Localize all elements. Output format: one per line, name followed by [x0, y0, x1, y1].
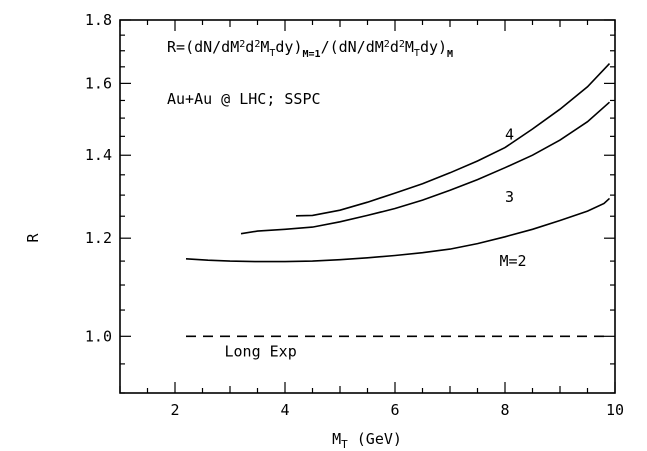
y-tick-label: 1.6: [85, 74, 112, 92]
x-tick-label: 10: [606, 401, 624, 419]
curve-label: 3: [505, 188, 514, 206]
x-axis-label-unit: (GeV): [348, 430, 402, 448]
x-tick-label: 2: [170, 401, 179, 419]
series-line: [240, 101, 611, 235]
x-tick-label: 4: [280, 401, 289, 419]
x-axis-label-sub: T: [341, 438, 348, 451]
plot-frame: [119, 19, 616, 394]
curve-labels: 4 3 M=2: [500, 126, 527, 271]
ratio-formula: R=(dN/dM2d2MTdy)M=1/(dN/dM2d2MTdy)M: [167, 38, 453, 60]
x-tick-label: 6: [390, 401, 399, 419]
x-axis-label: MT (GeV): [332, 430, 402, 451]
y-tick-label: 1.2: [85, 229, 112, 247]
y-tick-label: 1.4: [85, 146, 112, 164]
x-tick-label: 8: [500, 401, 509, 419]
x-axis-label-main: M: [332, 430, 341, 448]
long-exp-label: Long Exp: [225, 342, 297, 360]
y-tick-label: 1.0: [85, 327, 112, 345]
annotation-collision-system: Au+Au @ LHC; SSPC: [167, 90, 321, 108]
series-group: [185, 63, 611, 263]
tick-labels: 2 4 6 8 10 1.0 1.2 1.4 1.6 1.8: [85, 11, 624, 419]
y-tick-label: 1.8: [85, 11, 112, 29]
curve-label: 4: [505, 126, 514, 144]
series-line: [295, 63, 611, 217]
series-line: [185, 197, 611, 263]
y-axis-label: R: [24, 233, 42, 243]
curve-label: M=2: [500, 252, 527, 270]
